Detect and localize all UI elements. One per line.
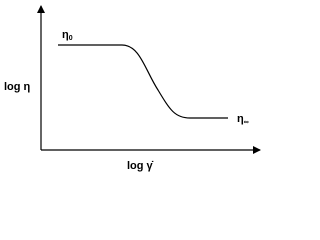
infinite-shear-label: η∞ <box>237 113 249 126</box>
y-axis-label: log η <box>4 81 31 93</box>
viscosity-curve <box>58 44 228 119</box>
diagram: log η log γ̇ η0 η∞ <box>4 5 261 172</box>
x-axis-label: log γ̇ <box>127 160 154 172</box>
symbol: η <box>237 113 244 125</box>
zero-shear-label: η0 <box>62 29 73 42</box>
subscript: ∞ <box>244 119 249 126</box>
symbol: η <box>62 29 69 41</box>
subscript: 0 <box>69 35 73 42</box>
